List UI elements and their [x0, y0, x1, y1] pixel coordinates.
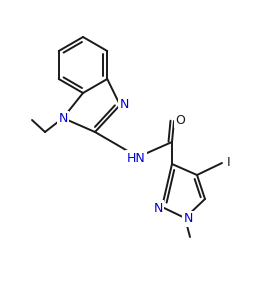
Text: N: N: [58, 112, 68, 125]
Text: I: I: [227, 157, 231, 169]
Text: N: N: [119, 98, 129, 111]
Text: HN: HN: [127, 152, 145, 165]
Text: N: N: [183, 212, 193, 225]
Text: N: N: [153, 201, 163, 215]
Text: O: O: [175, 114, 185, 126]
